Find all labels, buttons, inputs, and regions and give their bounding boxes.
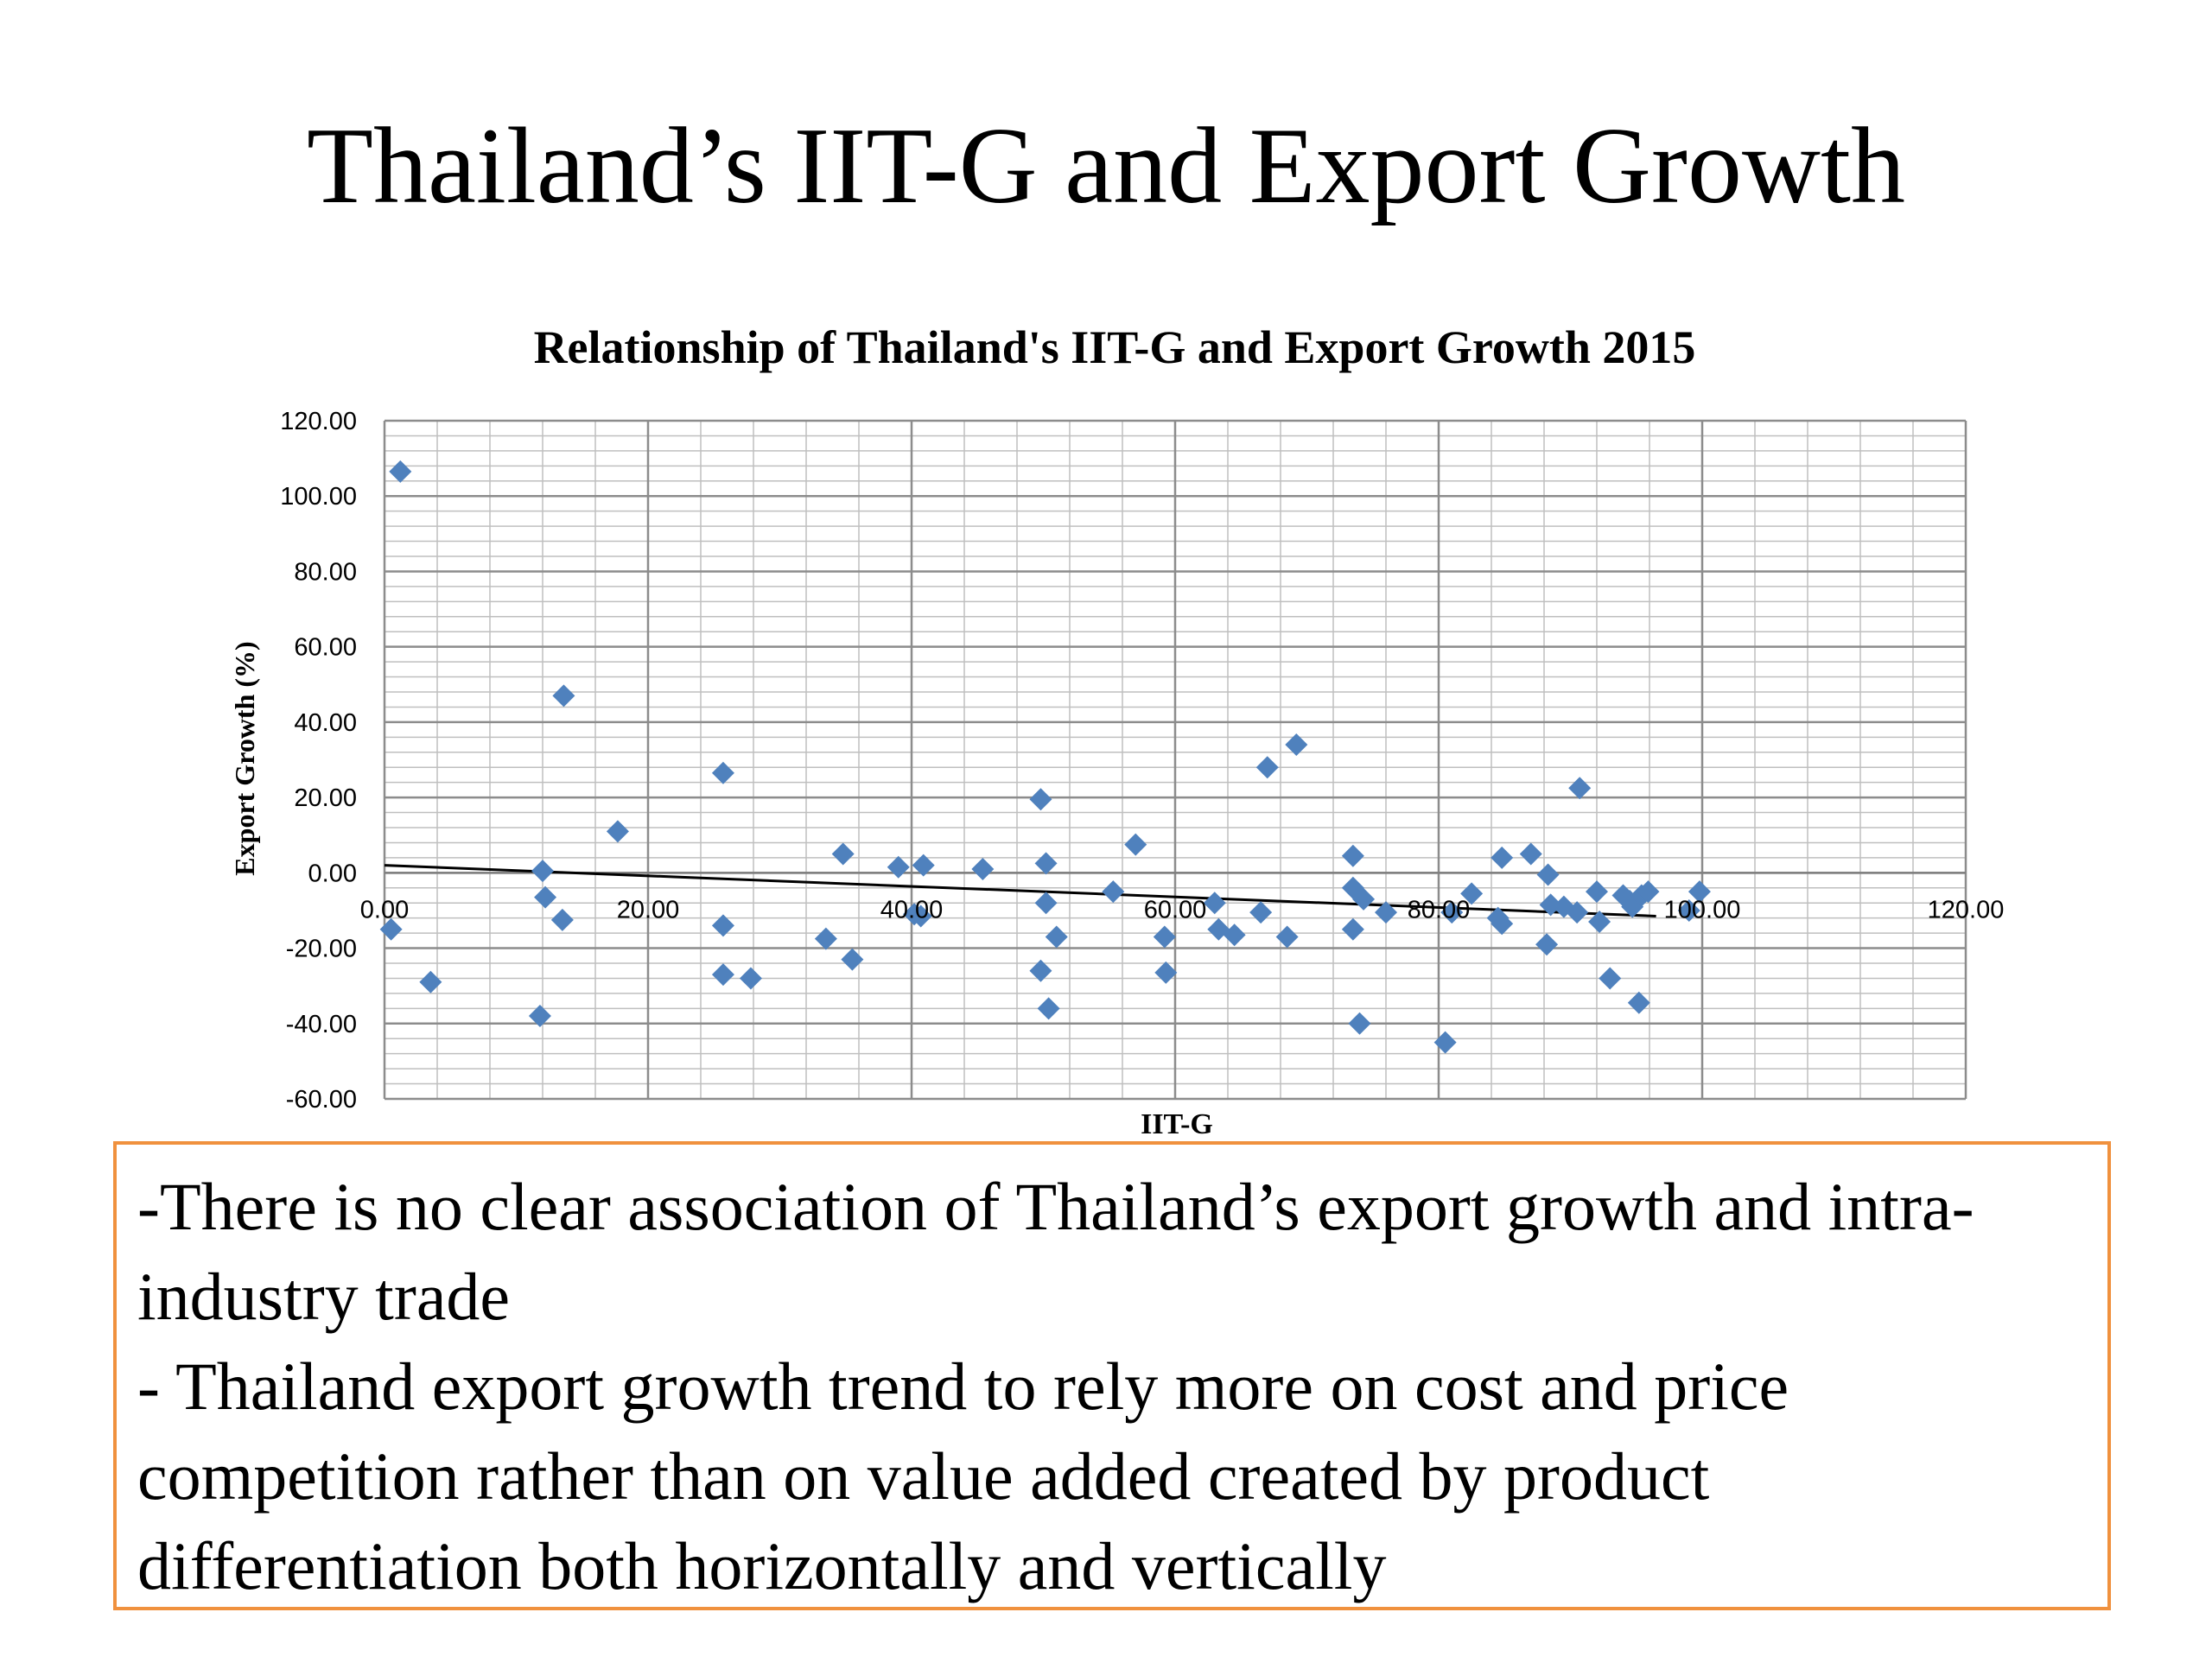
data-point <box>1034 852 1058 875</box>
data-point <box>1255 756 1279 779</box>
data-point <box>814 927 837 950</box>
data-point <box>841 948 864 971</box>
y-tick-label: 80.00 <box>294 558 357 586</box>
data-point <box>1348 1012 1371 1035</box>
data-point <box>1433 1031 1457 1054</box>
data-point <box>1535 933 1559 956</box>
data-point <box>1375 901 1397 924</box>
data-point <box>1491 912 1514 936</box>
y-tick-label: -20.00 <box>286 936 357 963</box>
data-point <box>971 857 995 880</box>
trendline <box>384 864 1656 917</box>
data-point <box>1627 991 1650 1014</box>
data-point <box>739 967 762 990</box>
x-tick-label: 60.00 <box>1144 896 1207 924</box>
data-point <box>1153 925 1176 949</box>
note-line-1: -There is no clear association of Thaila… <box>137 1169 1974 1334</box>
slide-title: Thailand’s IIT-G and Export Growth <box>307 106 1905 226</box>
x-tick-label: 120.00 <box>1928 896 2005 924</box>
data-point <box>1029 959 1052 982</box>
data-point <box>711 761 734 784</box>
data-point <box>1285 733 1308 757</box>
data-point <box>1588 911 1611 934</box>
data-point <box>528 1005 551 1028</box>
data-point <box>1045 925 1068 949</box>
data-point <box>1275 925 1299 949</box>
data-point <box>606 820 629 843</box>
note-box: -There is no clear association of Thaila… <box>113 1141 2111 1610</box>
data-point <box>1539 893 1562 917</box>
x-tick-label: 100.00 <box>1664 896 1741 924</box>
data-point <box>1034 892 1058 915</box>
data-point <box>1566 901 1589 924</box>
data-points <box>379 460 1711 1054</box>
x-axis-title: IIT-G <box>1141 1108 1213 1140</box>
data-point <box>831 842 855 866</box>
data-point <box>1586 880 1608 904</box>
data-point <box>534 885 557 909</box>
x-tick-label: 80.00 <box>1408 896 1471 924</box>
data-point <box>531 860 554 883</box>
data-point <box>1341 844 1364 867</box>
y-tick-labels: 120.00 100.00 80.00 60.00 40.00 20.00 0.00 -20.… <box>280 408 357 1114</box>
x-tick-label: 40.00 <box>880 896 944 924</box>
major-gridlines <box>383 419 1967 1101</box>
trendline-line <box>384 864 1656 917</box>
x-tick-labels: 0.00 20.00 40.00 60.00 80.00 100.00 120.00 <box>360 896 2005 924</box>
data-point <box>909 904 932 928</box>
y-tick-label: 120.00 <box>280 408 357 435</box>
data-point <box>1440 901 1464 924</box>
data-point <box>1637 880 1660 904</box>
data-point <box>1223 924 1246 947</box>
x-tick-label: 0.00 <box>360 896 409 924</box>
data-point <box>1352 887 1376 911</box>
data-point <box>1460 882 1484 905</box>
data-point <box>1102 880 1125 904</box>
data-point <box>389 460 412 483</box>
y-tick-label: 40.00 <box>294 709 357 737</box>
data-point <box>1154 961 1178 984</box>
data-point <box>1599 967 1622 990</box>
data-point <box>912 854 935 877</box>
data-point <box>1249 901 1273 924</box>
data-point <box>1491 846 1514 869</box>
data-point <box>1568 777 1592 800</box>
data-point <box>552 684 575 708</box>
data-point <box>379 917 403 941</box>
chart-title: Relationship of Thailand's IIT-G and Exp… <box>534 321 1696 373</box>
data-point <box>550 908 574 931</box>
y-tick-label: 100.00 <box>280 483 357 511</box>
note-line-2: - Thailand export growth trend to rely m… <box>137 1349 1789 1603</box>
data-point <box>1029 788 1052 811</box>
data-point <box>1688 880 1711 904</box>
y-tick-label: -60.00 <box>286 1086 357 1114</box>
data-point <box>1341 917 1364 941</box>
data-point <box>1519 842 1542 866</box>
y-tick-label: -40.00 <box>286 1011 357 1038</box>
data-point <box>419 970 442 993</box>
data-point <box>1203 892 1226 915</box>
data-point <box>887 855 910 879</box>
data-point <box>1124 833 1147 856</box>
data-point <box>1677 898 1700 922</box>
data-point <box>1536 863 1560 886</box>
data-point <box>711 963 734 987</box>
y-axis-title: Export Growth (%) <box>229 641 260 875</box>
data-point <box>1037 997 1060 1020</box>
x-tick-label: 20.00 <box>617 896 680 924</box>
y-tick-label: 60.00 <box>294 634 357 662</box>
data-point <box>711 914 734 937</box>
y-tick-label: 20.00 <box>294 784 357 812</box>
y-tick-label: 0.00 <box>308 860 357 887</box>
